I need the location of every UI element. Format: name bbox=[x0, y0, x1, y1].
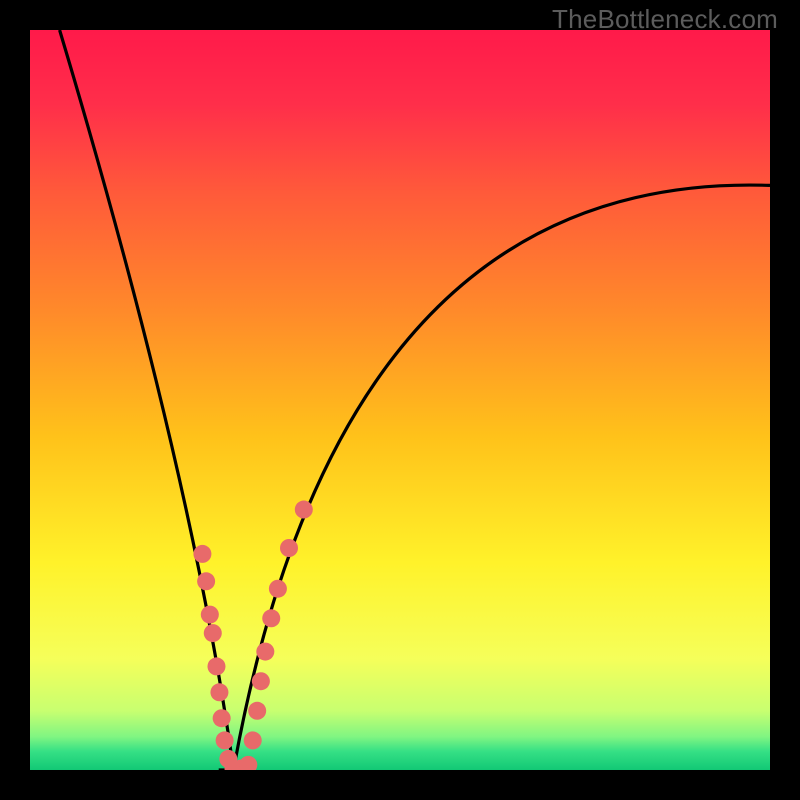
data-marker bbox=[210, 683, 228, 701]
data-marker bbox=[239, 756, 257, 770]
curve-left-branch bbox=[60, 30, 234, 770]
data-marker bbox=[295, 501, 313, 519]
watermark-text: TheBottleneck.com bbox=[552, 4, 778, 35]
data-marker bbox=[252, 672, 270, 690]
data-marker bbox=[207, 657, 225, 675]
curve-overlay bbox=[30, 30, 770, 770]
data-marker bbox=[201, 606, 219, 624]
data-marker bbox=[256, 643, 274, 661]
plot-area bbox=[30, 30, 770, 770]
curve-right-branch bbox=[234, 185, 771, 770]
data-marker bbox=[248, 702, 266, 720]
data-marker bbox=[216, 731, 234, 749]
chart-stage: TheBottleneck.com bbox=[0, 0, 800, 800]
data-marker bbox=[262, 609, 280, 627]
data-marker bbox=[244, 731, 262, 749]
data-marker bbox=[269, 580, 287, 598]
data-marker bbox=[280, 539, 298, 557]
data-marker bbox=[213, 709, 231, 727]
data-marker bbox=[193, 545, 211, 563]
data-marker bbox=[197, 572, 215, 590]
data-marker bbox=[204, 624, 222, 642]
